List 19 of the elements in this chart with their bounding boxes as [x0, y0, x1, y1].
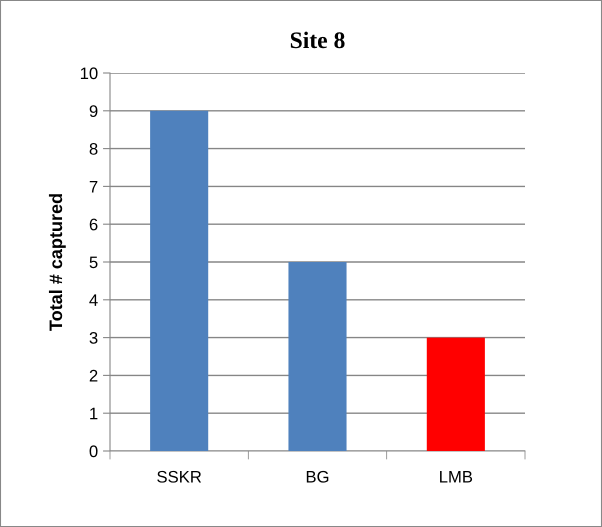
y-tick-label: 9 [90, 105, 98, 118]
x-tick-label: SSKR [157, 470, 202, 483]
bar [426, 338, 485, 451]
y-tick-label: 6 [90, 218, 98, 230]
bar [150, 110, 208, 451]
y-tick-label: 0 [90, 445, 98, 458]
y-tick-label: 3 [90, 332, 98, 344]
x-tick-label: LMB [440, 471, 472, 483]
x-tick-label: BG [306, 470, 328, 483]
y-tick-label: 4 [89, 294, 98, 306]
y-tick-label: 2 [90, 370, 98, 382]
y-tick-label: 7 [90, 180, 98, 192]
y-axis-title: Total # captured [48, 194, 66, 331]
y-tick-label: 8 [90, 143, 98, 155]
y-tick-label: 1 [90, 408, 98, 420]
chart-title: Site 8 [290, 32, 345, 48]
y-tick-label: 5 [90, 256, 98, 268]
y-tick-label: 10 [80, 67, 98, 80]
bar [288, 262, 347, 451]
